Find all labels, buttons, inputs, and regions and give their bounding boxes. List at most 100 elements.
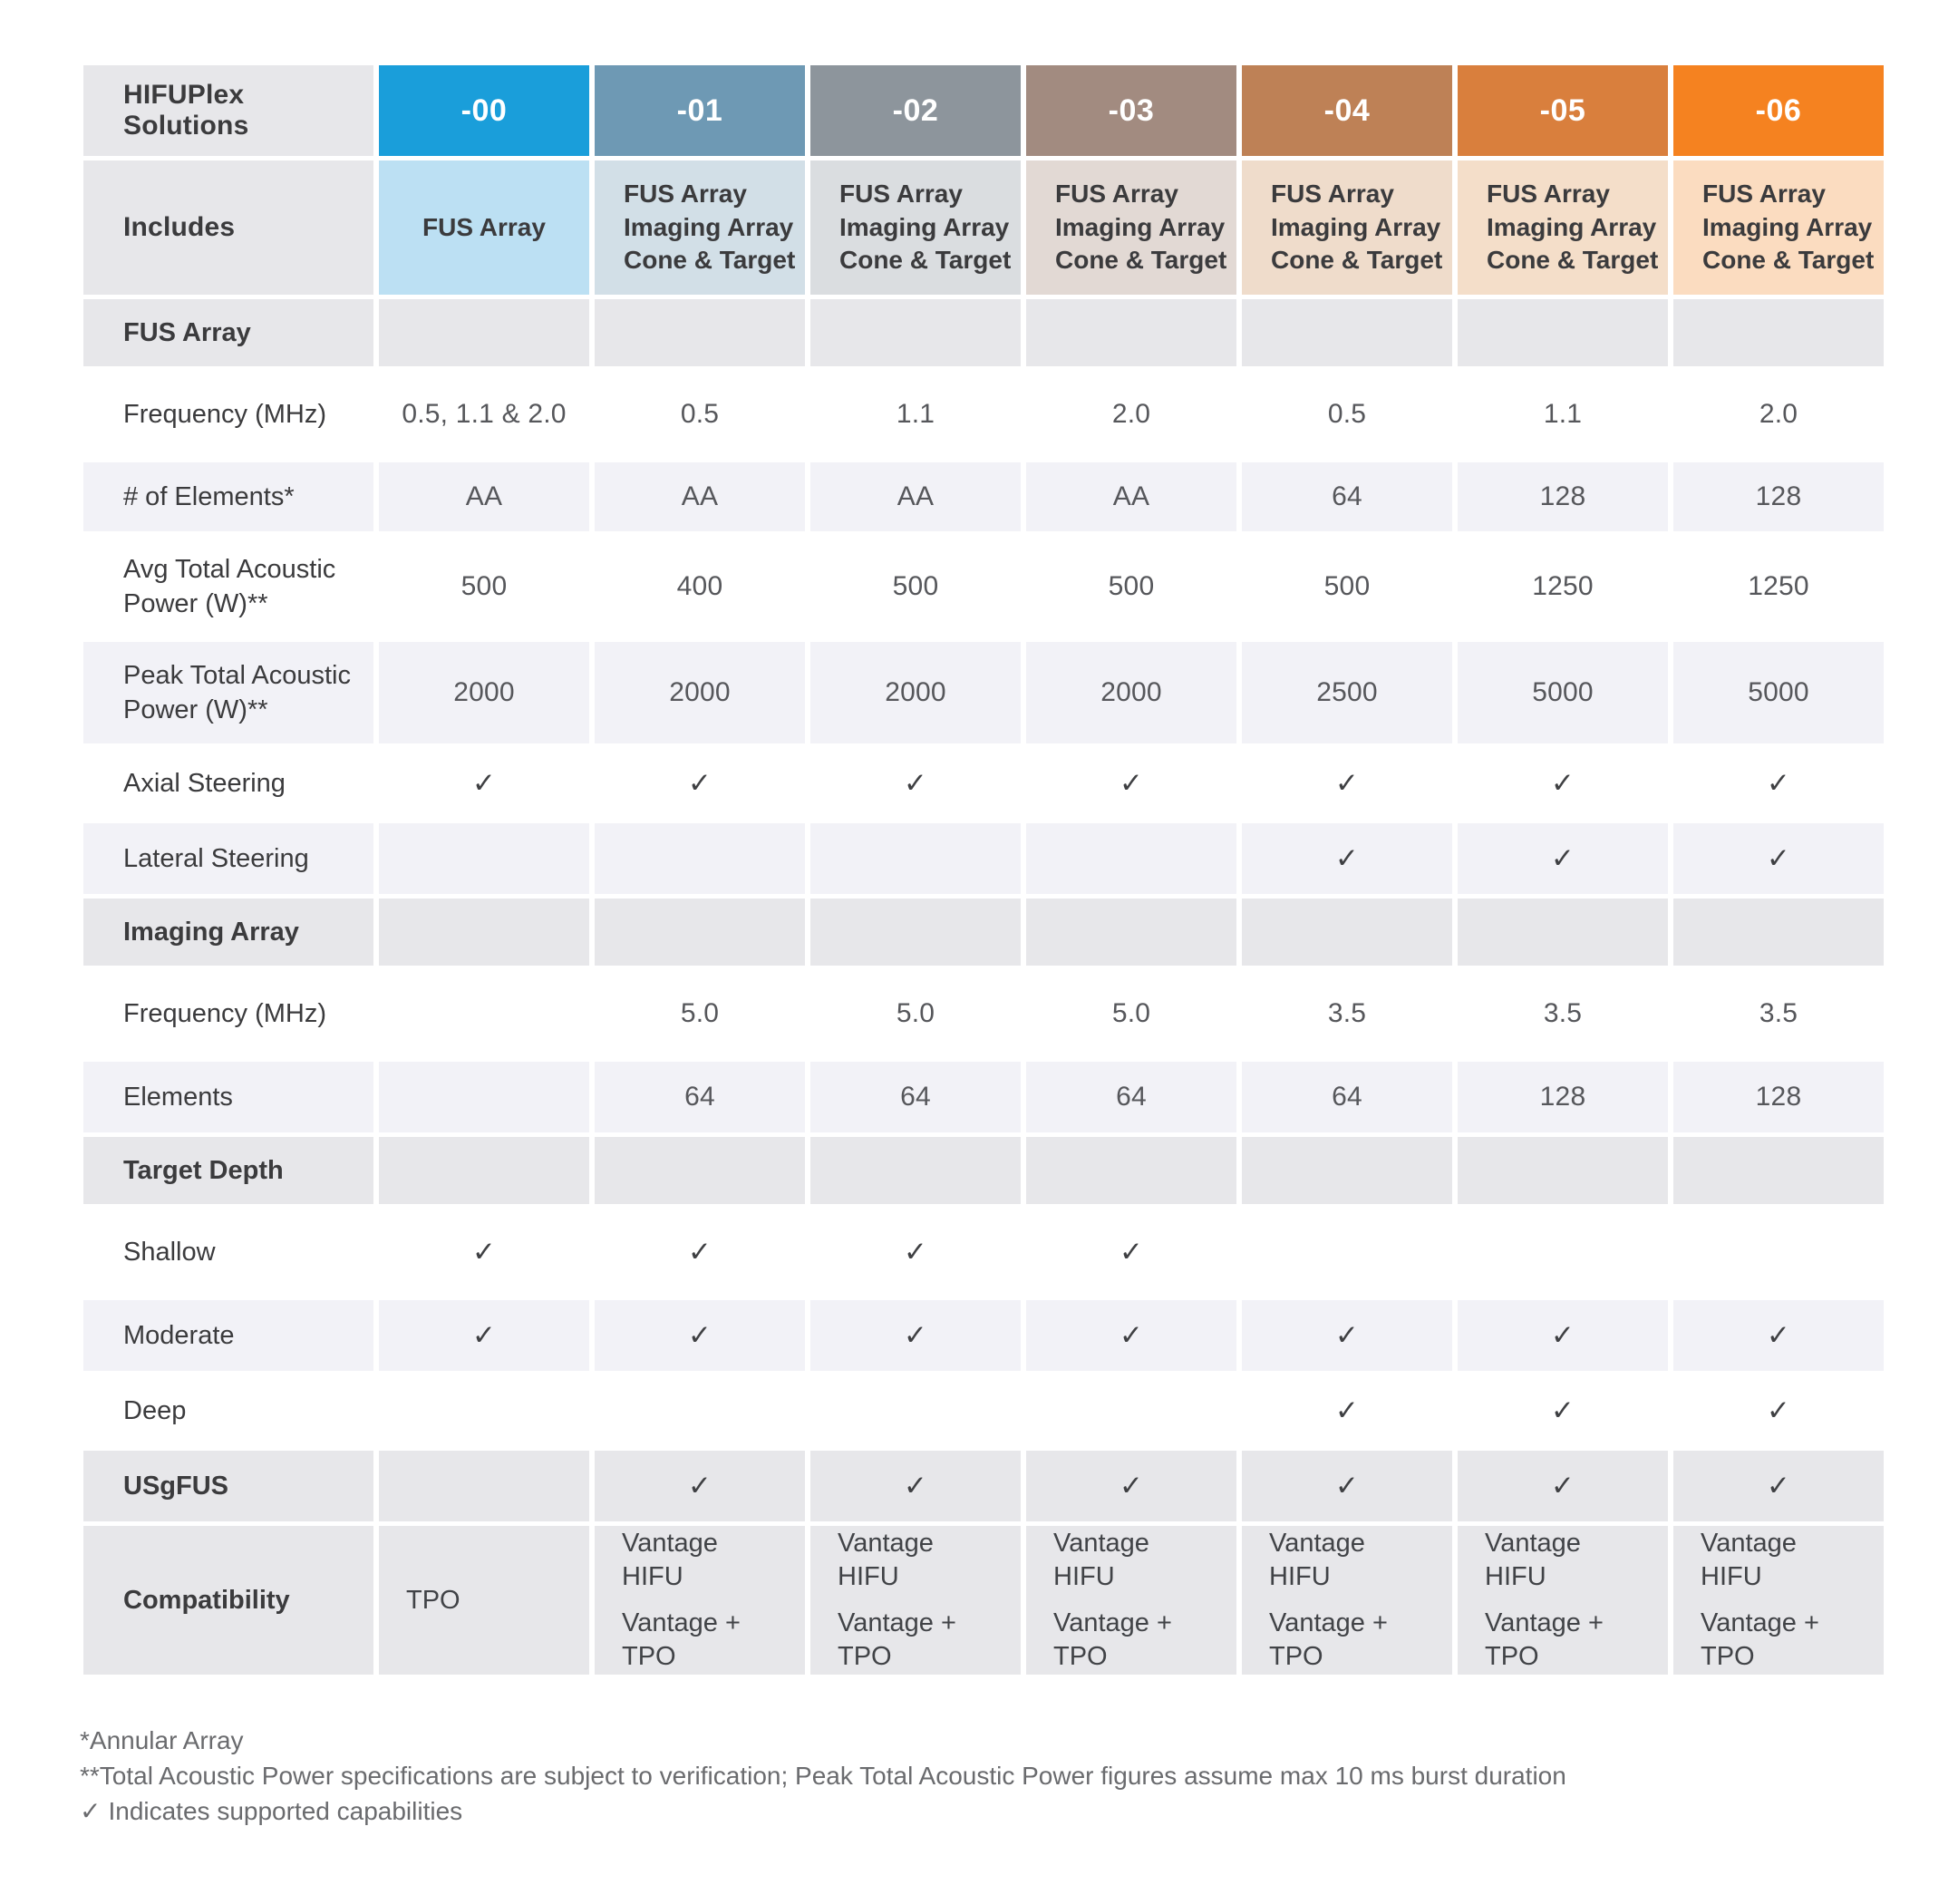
compatibility-entry: Vantage HIFU <box>622 1527 778 1594</box>
spec-cell-06: ✓ <box>1673 748 1884 819</box>
spec-cell-06: 1250 <box>1673 536 1884 637</box>
includes-cell-00: FUS Array <box>379 160 589 295</box>
spec-cell-05: 5000 <box>1458 642 1668 743</box>
spec-cell-02 <box>810 299 1021 366</box>
data-row-elements: Elements 64 64 64 64 128 128 <box>83 1062 1884 1132</box>
includes-line: FUS Array <box>839 180 963 209</box>
spec-cell-03 <box>1026 823 1236 894</box>
section-row-usgfus: USgFUS ✓ ✓ ✓ ✓ ✓ ✓ <box>83 1451 1884 1521</box>
spec-cell-03: ✓ <box>1026 1300 1236 1371</box>
spec-cell-06: ✓ <box>1673 1300 1884 1371</box>
check-icon: ✓ <box>1766 842 1791 875</box>
includes-line: Cone & Target <box>1487 246 1659 275</box>
spec-cell-00 <box>379 1062 589 1132</box>
includes-cell-06: FUS Array Imaging Array Cone & Target <box>1673 160 1884 295</box>
section-label: Compatibility <box>83 1526 373 1676</box>
includes-cell-02: FUS Array Imaging Array Cone & Target <box>810 160 1021 295</box>
spec-cell-00: ✓ <box>379 748 589 819</box>
spec-cell-05: ✓ <box>1458 1375 1668 1446</box>
spec-cell-05 <box>1458 299 1668 366</box>
includes-cell-05: FUS Array Imaging Array Cone & Target <box>1458 160 1668 295</box>
compatibility-line: Vantage + <box>838 1608 956 1638</box>
includes-line: FUS Array <box>1702 180 1826 209</box>
footnote-check-legend: ✓ Indicates supported capabilities <box>80 1793 1802 1829</box>
check-icon: ✓ <box>1766 1394 1791 1427</box>
section-label: USgFUS <box>83 1451 373 1521</box>
section-label: Target Depth <box>83 1137 373 1204</box>
spec-cell-04 <box>1242 299 1452 366</box>
spec-cell-06 <box>1673 1137 1884 1204</box>
spec-cell-02: 5.0 <box>810 970 1021 1057</box>
data-row-deep: Deep ✓ ✓ ✓ <box>83 1375 1884 1446</box>
row-label: Elements <box>83 1062 373 1132</box>
spec-table: HIFUPlex Solutions -00 -01 -02 -03 -04 -05 -06 I… <box>78 61 1889 1679</box>
footnotes: *Annular Array **Total Acoustic Power sp… <box>80 1723 1802 1829</box>
compatibility-line: TPO <box>838 1642 892 1672</box>
spec-cell-01: 5.0 <box>595 970 805 1057</box>
data-row-frequency-mhz-: Frequency (MHz) 0.5, 1.1 & 2.0 0.5 1.1 2.0 0.… <box>83 371 1884 458</box>
check-icon: ✓ <box>687 1470 712 1502</box>
spec-cell-06: 5000 <box>1673 642 1884 743</box>
spec-cell-06 <box>1673 299 1884 366</box>
spec-cell-01 <box>595 1375 805 1446</box>
spec-cell-05: 3.5 <box>1458 970 1668 1057</box>
compatibility-line: Vantage + <box>1053 1608 1172 1638</box>
check-icon: ✓ <box>1334 1470 1360 1502</box>
spec-cell-01: ✓ <box>595 1209 805 1296</box>
check-icon: ✓ <box>1334 842 1360 875</box>
column-header-00: -00 <box>379 65 589 156</box>
spec-cell-04: 64 <box>1242 1062 1452 1132</box>
spec-cell-00 <box>379 970 589 1057</box>
compatibility-entry: Vantage + TPO <box>1053 1607 1209 1674</box>
spec-cell-00 <box>379 1451 589 1521</box>
spec-cell-01: ✓ <box>595 1300 805 1371</box>
compatibility-line: Vantage HIFU <box>622 1529 718 1592</box>
footnote-check-legend-text: Indicates supported capabilities <box>108 1797 463 1825</box>
spec-cell-02 <box>810 1137 1021 1204</box>
compatibility-cell-02: Vantage HIFU Vantage + TPO <box>810 1526 1021 1676</box>
column-header-02: -02 <box>810 65 1021 156</box>
spec-cell-03 <box>1026 1375 1236 1446</box>
compatibility-entry: Vantage HIFU <box>838 1527 994 1594</box>
spec-cell-01: ✓ <box>595 1451 805 1521</box>
row-label: Shallow <box>83 1209 373 1296</box>
check-icon: ✓ <box>471 767 497 800</box>
spec-cell-05: 128 <box>1458 462 1668 531</box>
includes-line: FUS Array <box>422 212 546 241</box>
spec-cell-02: 2000 <box>810 642 1021 743</box>
spec-cell-02: 1.1 <box>810 371 1021 458</box>
includes-label-cell: Includes <box>83 160 373 295</box>
spec-cell-01: AA <box>595 462 805 531</box>
check-icon: ✓ <box>80 1796 102 1826</box>
spec-cell-01: 2000 <box>595 642 805 743</box>
spec-cell-00: 500 <box>379 536 589 637</box>
spec-cell-00: ✓ <box>379 1300 589 1371</box>
spec-cell-03: 5.0 <box>1026 970 1236 1057</box>
column-header-05: -05 <box>1458 65 1668 156</box>
spec-cell-02: AA <box>810 462 1021 531</box>
row-label: Avg Total Acoustic Power (W)** <box>83 536 373 637</box>
spec-cell-05: ✓ <box>1458 823 1668 894</box>
check-icon: ✓ <box>471 1319 497 1352</box>
check-icon: ✓ <box>1550 1319 1575 1352</box>
spec-cell-00: 0.5, 1.1 & 2.0 <box>379 371 589 458</box>
row-label: Moderate <box>83 1300 373 1371</box>
spec-cell-04: ✓ <box>1242 748 1452 819</box>
check-icon: ✓ <box>903 1236 928 1268</box>
includes-line: Imaging Array <box>1487 212 1657 241</box>
spec-cell-04: 3.5 <box>1242 970 1452 1057</box>
section-row-compatibility: Compatibility TPO Vantage HIFU Vantage + TPO… <box>83 1526 1884 1676</box>
spec-cell-03: 2.0 <box>1026 371 1236 458</box>
spec-cell-06: 128 <box>1673 462 1884 531</box>
section-row-imaging-array: Imaging Array <box>83 899 1884 966</box>
compatibility-entry: Vantage HIFU <box>1053 1527 1209 1594</box>
row-label: Peak Total Acoustic Power (W)** <box>83 642 373 743</box>
spec-cell-00 <box>379 1375 589 1446</box>
check-icon: ✓ <box>1119 1470 1144 1502</box>
spec-cell-01: 64 <box>595 1062 805 1132</box>
row-label: # of Elements* <box>83 462 373 531</box>
includes-line: Cone & Target <box>1702 246 1875 275</box>
includes-line: FUS Array <box>1487 180 1610 209</box>
compatibility-cell-00: TPO <box>379 1526 589 1676</box>
spec-cell-05: 1.1 <box>1458 371 1668 458</box>
